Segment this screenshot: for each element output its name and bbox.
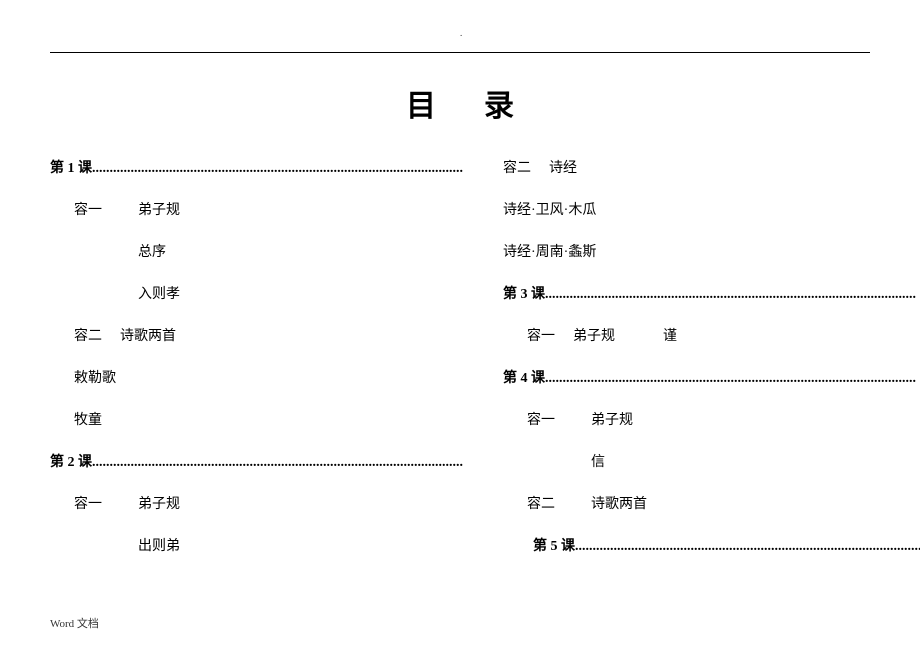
r2-weifeng: 诗经·卫风·木瓜 [503, 199, 920, 219]
dots: ........................................… [575, 539, 920, 555]
l2-chuzedi: 出则弟 [50, 535, 463, 555]
lesson5-row: 第 5 课 ..................................… [503, 535, 920, 555]
r2-zhounan: 诗经·周南·螽斯 [503, 241, 920, 261]
r2-rong2-text: 诗经 [549, 161, 577, 176]
page-title: 目录 [98, 81, 870, 125]
l2-rong1-label: 容一 [74, 497, 102, 512]
right-column: 容二 诗经 诗经·卫风·木瓜 诗经·周南·螽斯 第 3 课 ...........… [503, 157, 920, 577]
lesson2-row: 第 2 课 ..................................… [50, 451, 463, 471]
lesson3-label: 第 3 课 [503, 283, 545, 303]
r4-rong1-label: 容一 [527, 413, 555, 428]
lesson1-row: 第 1 课 ..................................… [50, 157, 463, 177]
l1-ruzexiao: 入则孝 [50, 283, 463, 303]
l1-rong2-label: 容二 [74, 329, 102, 344]
lesson2-label: 第 2 课 [50, 451, 92, 471]
l1-chilege: 敕勒歌 [50, 367, 463, 387]
lesson4-label: 第 4 课 [503, 367, 545, 387]
l1-rong1-text: 弟子规 [138, 203, 180, 218]
r4-shige: 诗歌两首 [591, 497, 647, 512]
top-rule [50, 52, 870, 53]
l1-rong1-label: 容一 [74, 203, 102, 218]
r4-xin: 信 [503, 451, 920, 471]
r4-rong1: 容一 弟子规 [503, 409, 920, 429]
page-dot: . [460, 28, 462, 38]
l1-zongxu: 总序 [50, 241, 463, 261]
lesson4-row: 第 4 课 ..................................… [503, 367, 920, 387]
lesson3-row: 第 3 课 ..................................… [503, 283, 920, 303]
r3-rong1-label: 容一 [527, 329, 555, 344]
r3-rong1: 容一 弟子规 谨 [503, 325, 920, 345]
lesson5-label: 第 5 课 [533, 535, 575, 555]
dots: ........................................… [92, 455, 463, 471]
l1-rong1: 容一 弟子规 [50, 199, 463, 219]
left-column: 第 1 课 ..................................… [50, 157, 463, 577]
r4-rong2-label: 容二 [527, 497, 555, 512]
footer-text: Word 文档 [50, 615, 99, 631]
dots: ........................................… [545, 287, 920, 303]
r3-jin: 谨 [663, 329, 677, 344]
dots: ........................................… [545, 371, 920, 387]
l1-mutong: 牧童 [50, 409, 463, 429]
dots: ........................................… [92, 161, 463, 177]
r3-dizi: 弟子规 [573, 329, 615, 344]
toc-columns: 第 1 课 ..................................… [50, 157, 870, 577]
l1-rong2-text: 诗歌两首 [120, 329, 176, 344]
l1-rong2: 容二 诗歌两首 [50, 325, 463, 345]
lesson1-label: 第 1 课 [50, 157, 92, 177]
r4-dizi: 弟子规 [591, 413, 633, 428]
l2-rong1: 容一 弟子规 [50, 493, 463, 513]
r2-rong2-label: 容二 [503, 161, 531, 176]
l2-rong1-text: 弟子规 [138, 497, 180, 512]
r4-rong2: 容二 诗歌两首 [503, 493, 920, 513]
r2-rong2: 容二 诗经 [503, 157, 920, 177]
